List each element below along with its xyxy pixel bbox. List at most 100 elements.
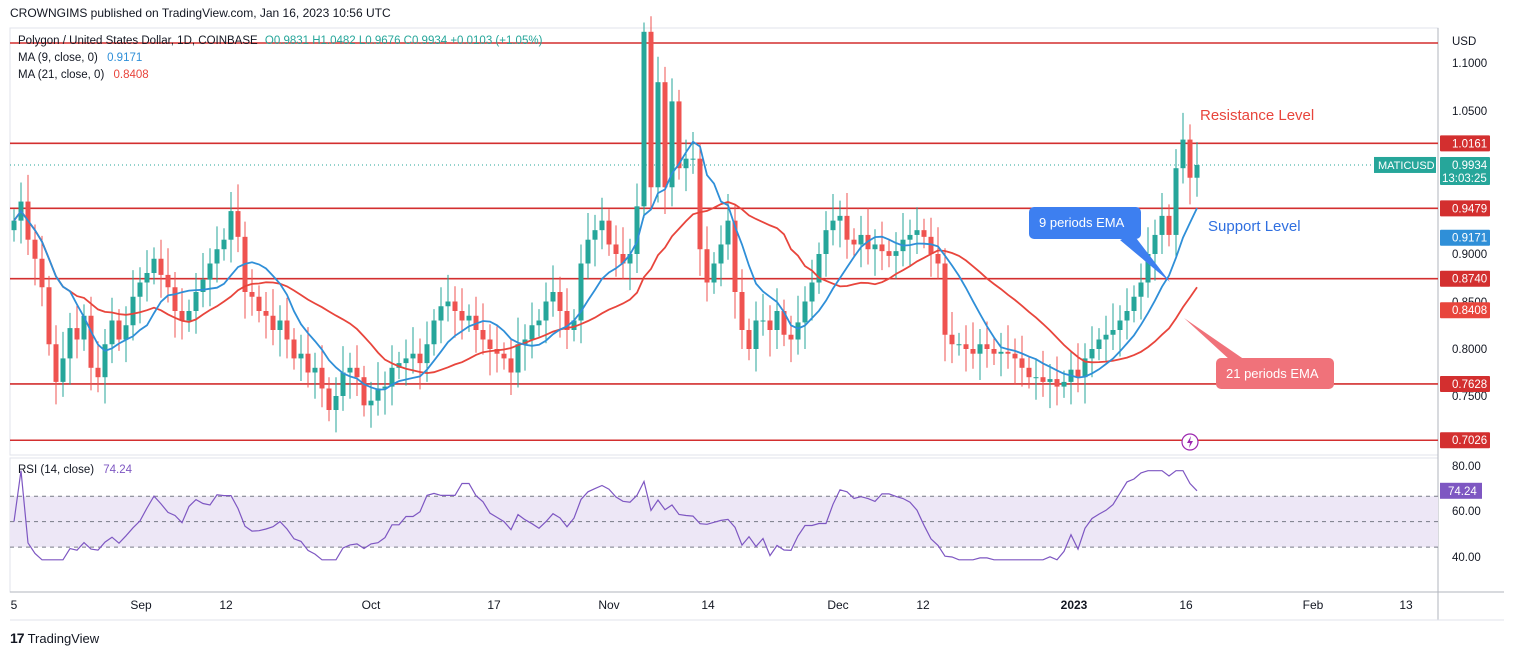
candle-body <box>1033 377 1039 379</box>
candle <box>1194 142 1200 197</box>
publish-line: CROWNGIMS published on TradingView.com, … <box>10 6 391 20</box>
candle <box>361 365 367 417</box>
candle <box>151 247 157 285</box>
candle <box>1089 326 1095 378</box>
candle <box>564 288 570 349</box>
candle-body <box>578 263 584 321</box>
candle <box>893 232 899 279</box>
candle-body <box>837 215 843 221</box>
candle-body <box>648 31 654 188</box>
candle-body <box>11 220 17 231</box>
candle-body <box>361 377 367 406</box>
candle <box>480 303 486 355</box>
candle <box>1124 288 1130 340</box>
candle <box>389 345 395 406</box>
candle-body <box>858 234 864 245</box>
candle-body <box>347 367 353 373</box>
candle <box>529 302 535 359</box>
candle <box>109 297 115 364</box>
candle-body <box>886 251 892 256</box>
candle-body <box>235 211 241 237</box>
candle-body <box>501 353 507 359</box>
candle <box>11 209 17 242</box>
candle <box>711 252 717 294</box>
candle <box>970 322 976 369</box>
candle <box>32 224 38 286</box>
legend-ma9-row: MA (9, close, 0) 0.9171 <box>18 52 142 64</box>
candle-body <box>984 344 990 349</box>
candle <box>193 273 199 334</box>
candle <box>879 221 885 271</box>
candle <box>627 238 633 291</box>
candle <box>305 327 311 388</box>
candle <box>1138 263 1144 320</box>
candle-body <box>193 292 199 311</box>
candle-body <box>529 325 535 340</box>
candle <box>774 288 780 349</box>
alert-bolt-glyph <box>1187 436 1193 448</box>
candle-body <box>46 287 52 345</box>
candle-body <box>431 320 437 345</box>
time-tick-label: 14 <box>701 598 715 612</box>
candle <box>781 299 787 347</box>
candle <box>655 56 661 203</box>
candle-body <box>256 296 262 311</box>
candle-body <box>312 367 318 373</box>
candle-body <box>963 344 969 349</box>
candle-body <box>284 320 290 340</box>
candle <box>795 295 801 355</box>
candle <box>445 274 451 322</box>
footer-brand[interactable]: 17 TradingView <box>10 630 99 646</box>
candle <box>291 328 297 370</box>
candle-body <box>921 230 927 237</box>
candle <box>753 301 759 372</box>
candle-body <box>228 211 234 240</box>
candle-body <box>333 396 339 410</box>
candle-body <box>459 311 465 321</box>
candle-body <box>109 320 115 345</box>
price-label-box <box>1440 200 1490 217</box>
time-tick-label: Feb <box>1303 598 1324 612</box>
candle-body <box>697 158 703 250</box>
legend-rsi-row: RSI (14, close) 74.24 <box>18 464 132 476</box>
candle-body <box>263 311 269 316</box>
candle <box>137 267 143 324</box>
candle-body <box>354 367 360 378</box>
candle <box>46 275 52 356</box>
candle-body <box>725 220 731 245</box>
candle-body <box>291 339 297 359</box>
legend-rsi-label: RSI (14, close) <box>18 464 95 476</box>
candle-body <box>935 254 941 264</box>
ema9-callout-box <box>1029 207 1141 239</box>
candle-body <box>802 301 808 323</box>
candle <box>263 292 269 339</box>
candle <box>550 265 556 317</box>
price-label: 0.9934 <box>1452 160 1488 172</box>
candle-body <box>627 254 633 264</box>
price-label-box <box>1440 229 1490 246</box>
candle-body <box>816 254 822 283</box>
ema21-callout-box <box>1216 358 1334 389</box>
candle <box>158 239 164 298</box>
price-label-box <box>1440 375 1490 392</box>
candle <box>669 78 675 207</box>
candle-body <box>543 301 549 321</box>
candle-body <box>368 400 374 406</box>
candle-body <box>165 274 171 288</box>
candle <box>620 227 626 279</box>
legend-ohlc: O0.9831 H1.0482 L0.9676 C0.9934 +0.0103 … <box>264 35 543 47</box>
candle <box>928 217 934 277</box>
ma9-line <box>13 140 1198 391</box>
candle-body <box>221 239 227 250</box>
candle-body <box>298 353 304 359</box>
candle-body <box>179 311 185 321</box>
candle-body <box>949 334 955 345</box>
currency-label: USD <box>1452 36 1476 48</box>
candle-body <box>676 101 682 169</box>
candle-body <box>690 158 696 160</box>
candle <box>914 207 920 254</box>
candle <box>1117 305 1123 357</box>
symbol-label: MATICUSD <box>1378 160 1435 172</box>
countdown-label: 13:03:25 <box>1442 173 1487 185</box>
